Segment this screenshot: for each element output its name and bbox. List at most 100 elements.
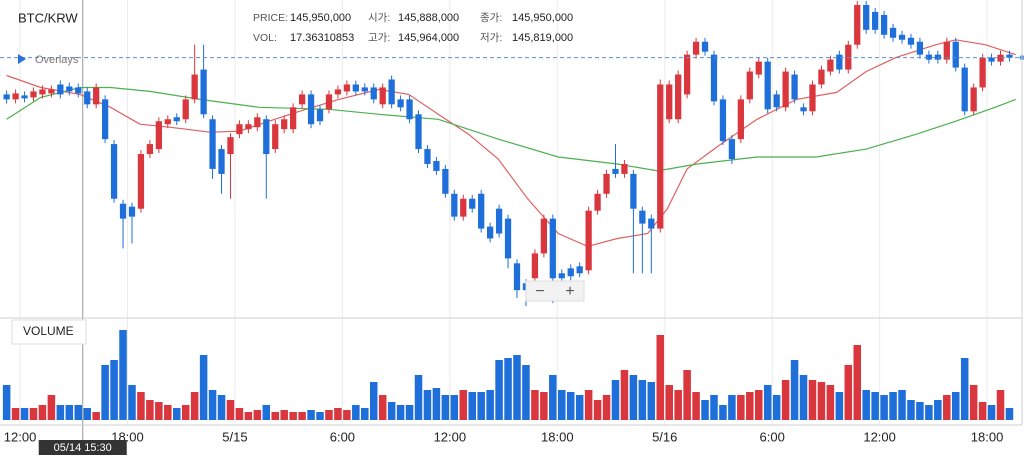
- overlay-lines: [6, 39, 1016, 248]
- volume-bar: [325, 410, 333, 420]
- volume-bar: [405, 405, 414, 420]
- candle-body: [701, 41, 709, 52]
- volume-bar: [513, 355, 521, 420]
- candle-body: [93, 87, 100, 105]
- volume-bar: [746, 392, 754, 420]
- volume-bar: [101, 365, 109, 420]
- candle-body: [907, 37, 915, 45]
- volume-bar: [271, 412, 280, 420]
- volume-bar: [468, 392, 476, 420]
- volume-bar: [146, 400, 154, 420]
- candle-body: [558, 273, 565, 279]
- x-tick-label: 5/16: [652, 429, 677, 444]
- candle-body: [737, 99, 744, 140]
- zoom-out[interactable]: −: [535, 283, 544, 300]
- volume-bar: [593, 400, 602, 420]
- volume-bar: [737, 395, 745, 420]
- volume-bar: [414, 375, 423, 420]
- overlays-label[interactable]: Overlays: [35, 54, 79, 66]
- volume-bar: [459, 390, 468, 420]
- candle-body: [316, 109, 324, 122]
- candle-body: [200, 69, 207, 115]
- volume-bar: [155, 402, 163, 420]
- volume-bar: [56, 405, 65, 420]
- volume-bar: [969, 385, 978, 420]
- volume-bar: [889, 392, 897, 420]
- volume-bar: [799, 375, 808, 420]
- volume-bar: [477, 392, 485, 420]
- candle-body: [66, 86, 73, 92]
- x-tick-label: 6:00: [760, 429, 785, 444]
- volume-bar: [987, 405, 996, 420]
- volume-bar: [495, 360, 503, 420]
- volume-bar: [11, 408, 20, 420]
- volume-bar: [754, 390, 763, 420]
- candle-body: [325, 94, 333, 110]
- volume-bar: [934, 400, 942, 420]
- info-value: 145,950,000: [512, 12, 573, 24]
- volume-bar: [343, 410, 351, 420]
- volume-bar: [387, 402, 396, 420]
- candle-body: [263, 119, 270, 155]
- overlay-line: [6, 39, 1016, 248]
- volume-bar: [217, 395, 226, 420]
- candle-body: [487, 226, 494, 239]
- crosshair-box: [38, 440, 127, 455]
- volume-bar: [575, 395, 584, 420]
- volume-bar: [352, 405, 360, 420]
- candle-body: [478, 193, 485, 229]
- volume-bar: [441, 395, 450, 420]
- volume-bar: [763, 385, 772, 420]
- candle-body: [48, 89, 55, 94]
- volume-bar: [853, 345, 862, 420]
- candle-body: [818, 69, 825, 85]
- candle-body: [683, 54, 691, 95]
- x-tick-label: 5/15: [222, 429, 247, 444]
- volume-bar: [844, 365, 853, 420]
- volume-bar: [235, 408, 244, 420]
- candle-body: [433, 160, 440, 171]
- candle-body: [621, 163, 628, 174]
- volume-bar: [772, 395, 781, 420]
- candle-body: [415, 114, 422, 150]
- volume-bar: [531, 390, 539, 420]
- candles: [0, 0, 1024, 307]
- candle-body: [101, 99, 109, 140]
- volume-bar: [728, 395, 736, 420]
- candle-body: [460, 198, 467, 217]
- volume-bar: [790, 360, 799, 420]
- candle-body: [666, 84, 673, 120]
- volume-bar: [925, 405, 933, 420]
- volume-bar: [781, 380, 790, 420]
- candle-body: [952, 41, 959, 68]
- candle-body: [567, 268, 574, 277]
- volume-bar: [656, 335, 665, 420]
- volume-bar: [683, 370, 691, 420]
- volume-bar: [665, 385, 673, 420]
- volume-bar: [262, 405, 271, 420]
- candle-body: [791, 74, 798, 100]
- volume-bar: [584, 390, 593, 420]
- candle-body: [773, 94, 780, 108]
- zoom-in[interactable]: +: [565, 283, 574, 300]
- volume-bar: [181, 405, 190, 420]
- candle-body: [75, 87, 82, 94]
- candle-body: [334, 89, 342, 95]
- x-tick-label: 6:00: [330, 429, 355, 444]
- candle-body: [12, 93, 19, 100]
- candle-body: [137, 154, 145, 209]
- volume-bar: [862, 390, 870, 420]
- volume-bar: [835, 392, 844, 420]
- volume-bar: [566, 392, 575, 420]
- candle-body: [549, 218, 556, 279]
- candle-body: [719, 99, 727, 142]
- candle-body: [809, 84, 816, 112]
- candle-body: [290, 107, 297, 130]
- candle-body: [880, 14, 888, 35]
- overlays-icon[interactable]: [18, 54, 26, 64]
- candle-body: [218, 149, 225, 174]
- volume-bar: [916, 402, 924, 420]
- candle-body: [424, 149, 431, 164]
